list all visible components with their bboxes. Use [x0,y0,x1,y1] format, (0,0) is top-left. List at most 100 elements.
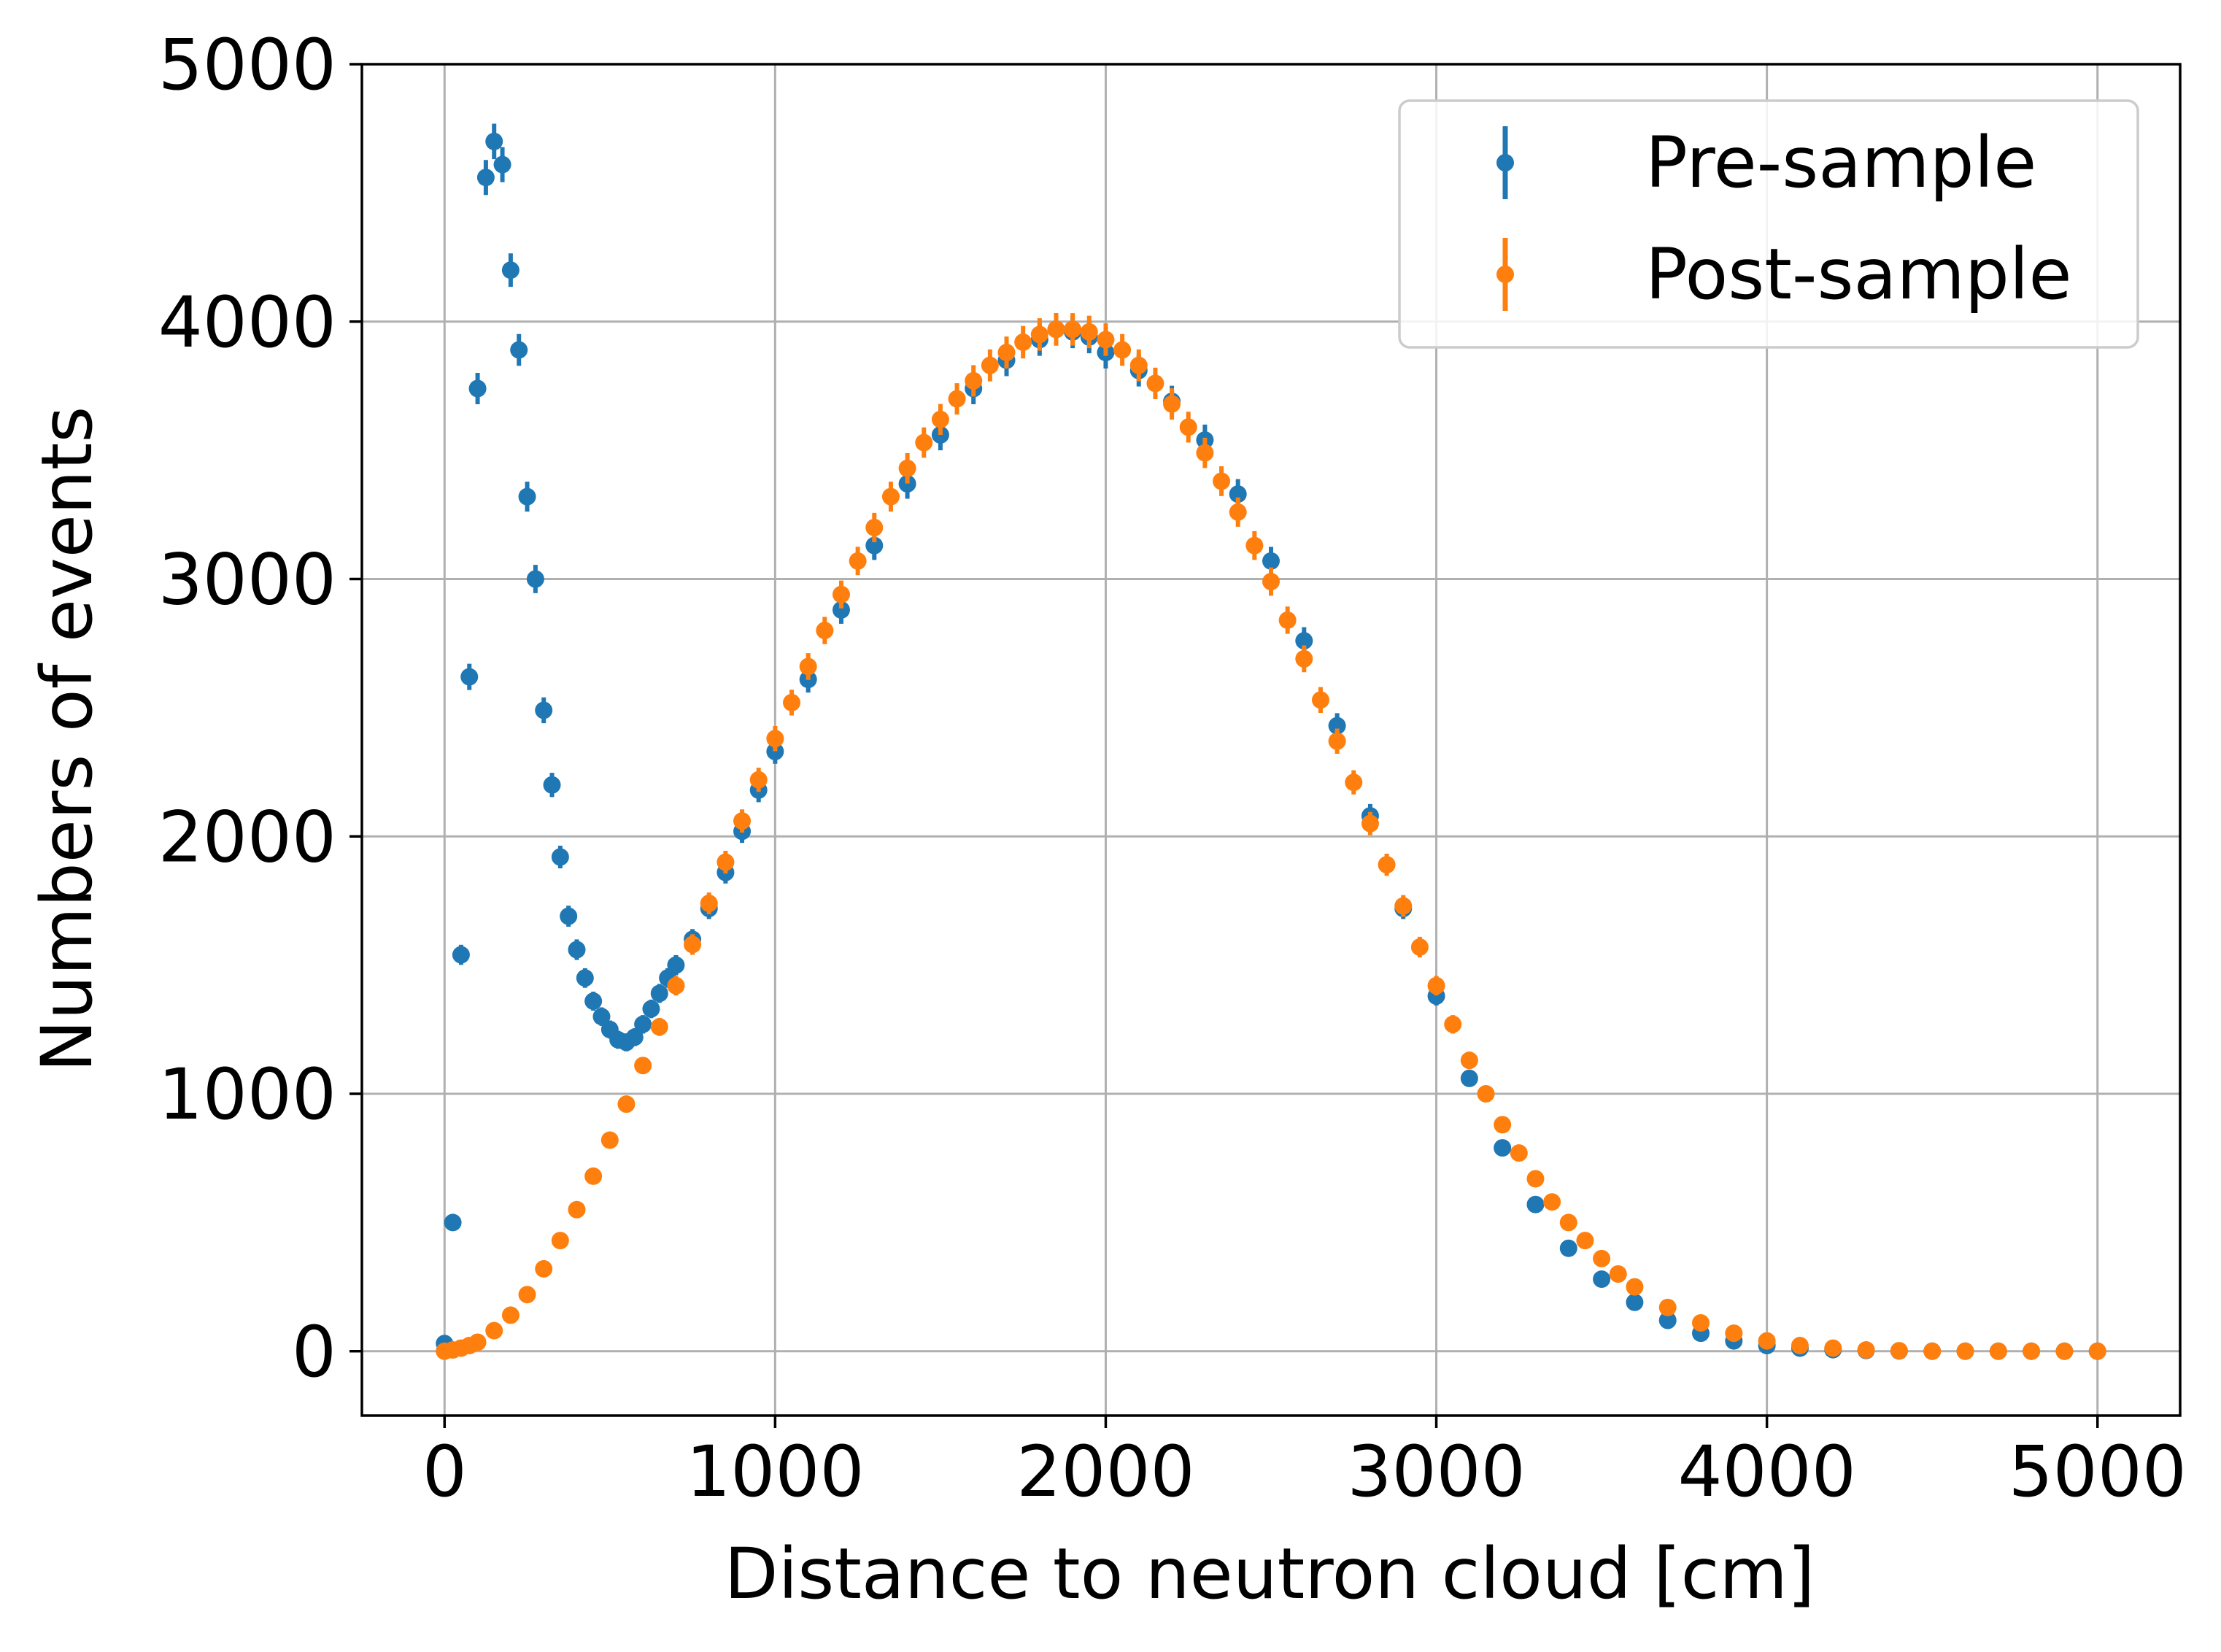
x-tick-label-1: 1000 [686,1431,864,1513]
plot-frame [360,63,2182,1417]
data-point [1526,1170,1545,1188]
data-point [1758,1332,1776,1350]
y-axis-label: Numbers of events [26,406,108,1073]
data-point [1030,325,1048,344]
data-point [576,969,594,987]
data-point [1626,1293,1644,1311]
data-point [650,984,668,1003]
data-point [832,585,850,603]
data-point [568,1200,586,1219]
data-point [1692,1314,1710,1332]
data-point [898,459,916,477]
data-point [2088,1342,2106,1360]
data-point [1857,1341,1875,1359]
data-point [526,570,544,588]
data-point [1378,856,1396,874]
data-point [1956,1342,1974,1360]
data-point [1609,1265,1627,1283]
data-point [1129,356,1148,374]
data-series [436,123,2106,1360]
data-point [568,941,586,959]
data-point [1229,485,1247,503]
data-point [931,410,949,428]
data-point [510,341,528,359]
data-point [1262,552,1280,570]
data-point [1593,1249,1611,1267]
data-point [1361,814,1379,833]
data-point [1295,649,1313,668]
data-point [733,812,752,830]
data-point [535,1259,553,1278]
x-tick-label-0: 0 [422,1431,467,1513]
legend-label-post-sample: Post-sample [1645,233,2072,315]
data-point [1494,1139,1512,1157]
data-point [965,371,983,390]
data-point [1526,1195,1545,1213]
legend-entry-post-sample: Post-sample [1496,233,2072,315]
data-point [766,742,784,760]
data-point [476,169,495,187]
data-point [1890,1342,1908,1360]
data-point [600,1131,619,1149]
data-point [518,487,536,506]
axis-ticks: 0 1000 2000 3000 4000 5000 0 1000 2000 3000 4000 50… [158,24,2187,1513]
data-point [1113,341,1132,359]
data-point [915,433,933,452]
data-point [1213,472,1231,490]
y-tick-label-0: 0 [292,1311,336,1393]
data-point [1097,331,1115,349]
data-point [1576,1232,1594,1250]
data-point [1791,1337,1809,1355]
data-point [560,907,578,925]
data-point [783,693,801,711]
data-point [667,956,685,974]
data-point [1245,536,1264,555]
data-point [1278,611,1297,629]
data-point [1460,1069,1478,1087]
data-point [468,379,487,398]
data-point [468,1333,487,1351]
data-point [1196,444,1214,462]
data-point [584,1167,603,1185]
data-point [551,1232,569,1250]
data-point [766,730,784,748]
y-tick-label-3: 3000 [158,539,336,621]
data-point [617,1095,636,1113]
data-point [2023,1342,2041,1360]
data-point [832,601,850,619]
data-point [1047,320,1065,339]
data-point [551,848,569,866]
data-point [1989,1342,2007,1360]
data-point [1824,1339,1842,1357]
data-point [1460,1051,1478,1070]
data-point [625,1028,644,1046]
y-tick-label-1: 1000 [158,1054,336,1135]
data-point [634,1057,652,1075]
data-point [1328,717,1346,735]
y-tick-label-2: 2000 [158,796,336,878]
data-point [700,895,718,913]
data-point [849,552,867,570]
data-point [543,776,561,794]
data-point [518,1286,536,1304]
x-tick-label-5: 5000 [2009,1431,2187,1513]
x-tick-label-2: 2000 [1016,1431,1194,1513]
data-point [1593,1270,1611,1289]
x-axis-label: Distance to neutron cloud [cm] [725,1533,1815,1615]
data-point [460,668,479,686]
legend-label-pre-sample: Pre-sample [1645,122,2036,204]
data-point [592,1008,611,1026]
y-tick-label-5: 5000 [158,24,336,106]
data-point [1510,1144,1528,1162]
x-tick-label-4: 4000 [1677,1431,1855,1513]
legend-marker-pre-sample [1496,154,1514,171]
data-point [981,356,999,374]
legend-entry-pre-sample: Pre-sample [1496,122,2036,204]
data-point [501,1306,519,1324]
series-post-sample [436,313,2106,1360]
data-point [535,701,553,719]
data-point [1658,1298,1677,1316]
data-point [865,518,884,536]
